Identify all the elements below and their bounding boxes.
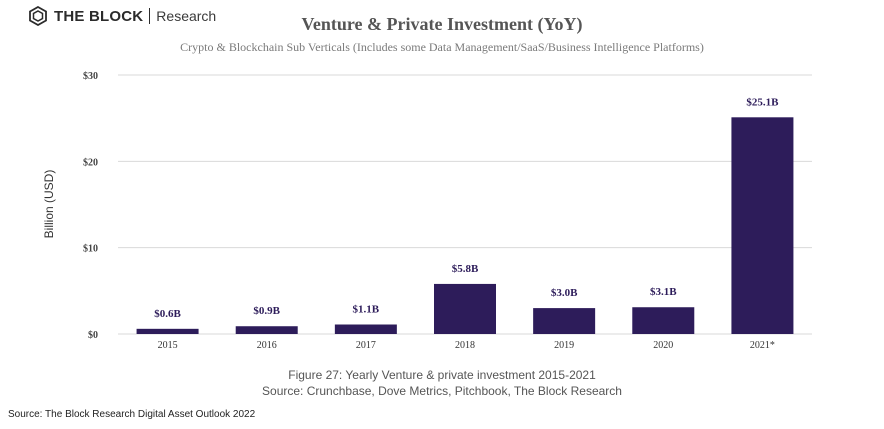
gridlines bbox=[118, 74, 812, 335]
bar-2015 bbox=[136, 328, 199, 334]
data-labels: $0.6B $0.9B $1.1B $5.8B $3.0B $3.1B $25.1B bbox=[154, 96, 779, 320]
the-block-logo-icon bbox=[29, 6, 47, 26]
figure-caption: Figure 27: Yearly Venture & private inve… bbox=[288, 368, 596, 382]
y-tick-label: $30 bbox=[83, 71, 98, 82]
data-label: $1.1B bbox=[353, 304, 380, 316]
y-tick-labels: $0 $10 $20 $30 bbox=[83, 71, 98, 341]
y-axis-label: Billion (USD) bbox=[42, 170, 56, 239]
x-tick-label: 2016 bbox=[257, 340, 277, 351]
brand-logo: THE BLOCK Research bbox=[28, 6, 216, 26]
bar-2020 bbox=[632, 307, 695, 334]
x-tick-label: 2020 bbox=[653, 340, 673, 351]
bar-2019 bbox=[533, 308, 596, 334]
data-label: $5.8B bbox=[452, 263, 479, 275]
chart-subtitle: Crypto & Blockchain Sub Verticals (Inclu… bbox=[180, 40, 704, 54]
bar-2016 bbox=[235, 326, 298, 334]
x-tick-labels: 2015 2016 2017 2018 2019 2020 2021* bbox=[158, 340, 775, 351]
brand-divider bbox=[149, 8, 151, 24]
bar-2017 bbox=[334, 324, 397, 334]
chart-title: Venture & Private Investment (YoY) bbox=[301, 14, 583, 34]
data-label: $3.1B bbox=[650, 286, 677, 298]
data-label: $25.1B bbox=[746, 96, 779, 108]
footer-source: Source: The Block Research Digital Asset… bbox=[8, 409, 256, 420]
y-tick-label: $0 bbox=[88, 330, 98, 341]
x-tick-label: 2017 bbox=[356, 340, 376, 351]
brand-name: THE BLOCK bbox=[54, 7, 144, 25]
bars bbox=[136, 117, 794, 334]
brand-division: Research bbox=[156, 8, 217, 24]
y-tick-label: $20 bbox=[83, 157, 98, 168]
x-tick-label: 2019 bbox=[554, 340, 574, 351]
bar-2021 bbox=[731, 117, 794, 334]
x-tick-label: 2015 bbox=[158, 340, 178, 351]
x-tick-label: 2021* bbox=[750, 340, 775, 351]
y-tick-label: $10 bbox=[83, 244, 98, 255]
data-label: $0.6B bbox=[154, 308, 181, 320]
x-tick-label: 2018 bbox=[455, 340, 475, 351]
figure-source: Source: Crunchbase, Dove Metrics, Pitchb… bbox=[262, 384, 622, 398]
bar-chart: $0 $10 $20 $30 $0.6B $0.9B $1.1B $5.8B $3.0B $3.… bbox=[42, 71, 812, 351]
bar-2018 bbox=[434, 283, 496, 334]
data-label: $0.9B bbox=[253, 305, 280, 317]
data-label: $3.0B bbox=[551, 287, 578, 299]
